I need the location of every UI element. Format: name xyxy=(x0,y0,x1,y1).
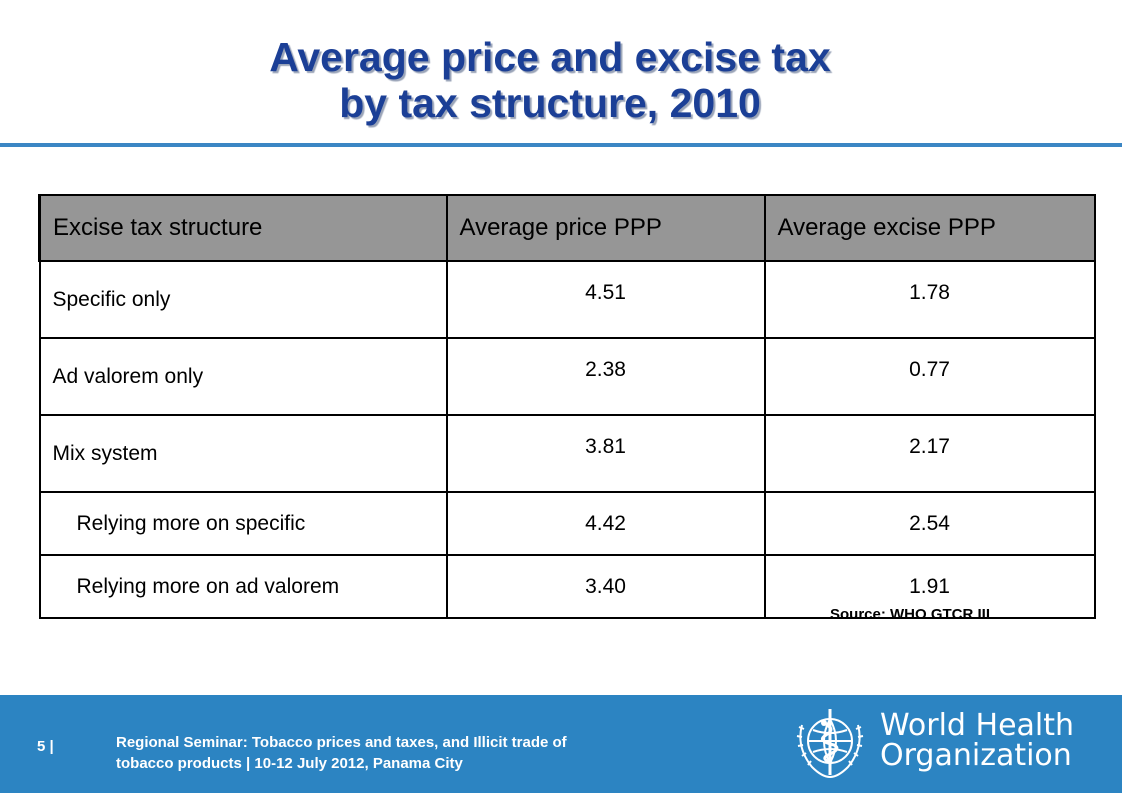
title-divider xyxy=(0,143,1122,147)
column-header-structure: Excise tax structure xyxy=(38,194,448,262)
seminar-caption-date: 10-12 July 2012, Panama City xyxy=(254,755,463,772)
slide-title: Average price and excise tax by tax stru… xyxy=(0,34,1100,126)
column-header-price: Average price PPP xyxy=(445,194,766,262)
seminar-caption: Regional Seminar: Tobacco prices and tax… xyxy=(116,732,636,774)
footer-band: 5 | Regional Seminar: Tobacco prices and… xyxy=(0,695,1122,793)
table-row: Relying more on ad valorem 3.40 1.91 xyxy=(38,554,1096,619)
page-number: 5 | xyxy=(37,738,54,755)
price-cell: 3.81 xyxy=(445,414,766,493)
row-label: Relying more on specific xyxy=(38,491,448,556)
seminar-caption-line-1: Regional Seminar: Tobacco prices and tax… xyxy=(116,734,567,751)
column-header-excise: Average excise PPP xyxy=(763,194,1096,262)
price-excise-table: Excise tax structure Average price PPP A… xyxy=(38,194,1096,619)
seminar-caption-line-2: tobacco products | 10-12 July 2012, Pana… xyxy=(116,753,636,774)
excise-cell: 2.17 xyxy=(763,414,1096,493)
excise-cell: 1.78 xyxy=(763,260,1096,339)
row-label: Relying more on ad valorem xyxy=(38,554,448,619)
table-header-row: Excise tax structure Average price PPP A… xyxy=(38,194,1096,262)
organization-name-line-2: Organization xyxy=(880,738,1072,773)
row-label: Specific only xyxy=(38,260,448,339)
price-cell: 2.38 xyxy=(445,337,766,416)
excise-cell: 1.91 xyxy=(763,554,1096,619)
price-cell: 3.40 xyxy=(445,554,766,619)
who-emblem-icon xyxy=(796,709,864,779)
slide-title-line-2: by tax structure, 2010 xyxy=(339,80,761,126)
organization-name: World Health Organization xyxy=(880,711,1074,771)
table-row: Mix system 3.81 2.17 xyxy=(38,414,1096,493)
row-label: Ad valorem only xyxy=(38,337,448,416)
excise-cell: 2.54 xyxy=(763,491,1096,556)
price-cell: 4.51 xyxy=(445,260,766,339)
seminar-caption-topic: tobacco products xyxy=(116,755,242,772)
organization-name-line-1: World Health xyxy=(880,708,1075,743)
price-cell: 4.42 xyxy=(445,491,766,556)
row-label: Mix system xyxy=(38,414,448,493)
table-row: Relying more on specific 4.42 2.54 xyxy=(38,491,1096,556)
caption-separator: | xyxy=(246,755,251,772)
table-row: Specific only 4.51 1.78 xyxy=(38,260,1096,339)
slide-title-line-1: Average price and excise tax xyxy=(269,34,831,80)
source-note: Source: WHO GTCR III xyxy=(830,606,991,623)
excise-cell: 0.77 xyxy=(763,337,1096,416)
table-row: Ad valorem only 2.38 0.77 xyxy=(38,337,1096,416)
